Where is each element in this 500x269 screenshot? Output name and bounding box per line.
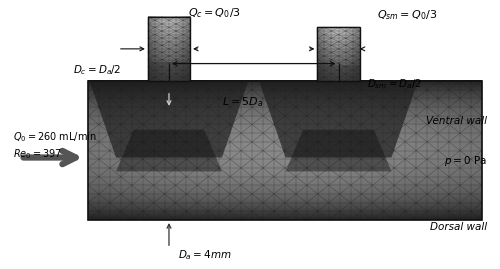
Text: $Q_c = Q_0/3$: $Q_c = Q_0/3$ [188, 6, 240, 20]
Polygon shape [259, 81, 418, 158]
Polygon shape [318, 65, 360, 81]
Text: $D_a = 4mm$: $D_a = 4mm$ [178, 248, 232, 262]
Text: $Q_{sm} = Q_0/3$: $Q_{sm} = Q_0/3$ [377, 9, 438, 22]
Text: $D_{sm} = D_a/2$: $D_{sm} = D_a/2$ [367, 77, 422, 91]
Text: Ventral wall: Ventral wall [426, 116, 487, 126]
Polygon shape [286, 130, 392, 171]
Polygon shape [90, 81, 248, 158]
Text: $Re_0 = 397$: $Re_0 = 397$ [13, 148, 62, 161]
Text: Dorsal wall: Dorsal wall [430, 222, 487, 232]
Text: $L = 5 D_a$: $L = 5 D_a$ [222, 95, 264, 109]
Text: $D_c = D_a/2$: $D_c = D_a/2$ [73, 63, 122, 77]
Polygon shape [148, 62, 190, 81]
Text: $p = 0$ Pa: $p = 0$ Pa [444, 154, 487, 168]
Polygon shape [116, 130, 222, 171]
Text: $Q_0 = 260$ mL/min: $Q_0 = 260$ mL/min [13, 130, 97, 144]
